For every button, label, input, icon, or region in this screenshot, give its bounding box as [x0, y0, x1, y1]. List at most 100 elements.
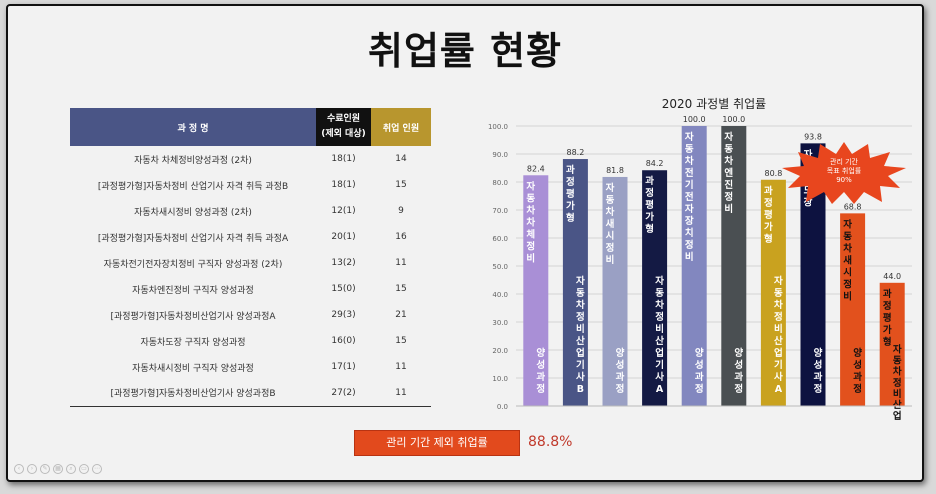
y-tick-label: 40.0 — [492, 291, 508, 299]
grid-icon[interactable]: ▦ — [53, 464, 63, 474]
bar-label-char: 정 — [536, 383, 545, 395]
y-tick-label: 10.0 — [492, 375, 508, 383]
pen-icon[interactable]: ✎ — [40, 464, 50, 474]
completed-cell: 13(2) — [331, 258, 356, 268]
data-label: 100.0 — [683, 115, 706, 124]
course-cell: [과정평가형]자동차정비 산업기사 자격 취득 과정B — [97, 181, 289, 192]
bar-label-char: 업 — [893, 410, 902, 420]
bar-label-char: 성 — [616, 359, 625, 371]
bar-label-char: 동 — [685, 144, 694, 155]
bar-label-char: 양 — [853, 347, 862, 359]
callout-shape — [782, 142, 906, 204]
zoom-icon[interactable]: ⌕ — [66, 464, 76, 474]
bar-label-char: 장 — [685, 215, 694, 227]
bar-label-char: 새 — [606, 218, 615, 230]
bar-label-char: 평 — [883, 312, 892, 324]
completed-cell: 15(0) — [331, 284, 356, 294]
bar-label-char: 장 — [804, 196, 813, 208]
bar-label-char: 과 — [764, 185, 773, 197]
bar-label-char: 새 — [843, 254, 852, 266]
bar-label-char: 형 — [566, 212, 575, 224]
bar-label-char: 동 — [526, 193, 535, 204]
bar-label-char: 가 — [645, 211, 654, 223]
bar-label-char: 비 — [526, 252, 535, 264]
table-row: 자동차도장 구직자 양성과정 16(0) 15 — [70, 328, 431, 354]
bar-label-char: 성 — [853, 359, 862, 371]
bar-label-char: 자 — [655, 275, 664, 287]
subtitle-icon[interactable]: ▭ — [79, 464, 89, 474]
bar-label-char: 정 — [655, 311, 664, 323]
bar-label-char: 비 — [655, 323, 664, 335]
bar-label-char: 자 — [526, 180, 535, 192]
bar-label-char: 비 — [606, 254, 615, 266]
bar-label-char: 업 — [576, 347, 585, 359]
bar — [642, 170, 668, 406]
bar-label-char: 성 — [734, 359, 743, 371]
employed-cell: 15 — [395, 284, 407, 294]
data-label: 93.8 — [804, 132, 822, 141]
bar-label-char: 동 — [655, 288, 664, 299]
bar — [523, 175, 549, 406]
bar-label-char: 차 — [526, 204, 535, 216]
bar-label-char: 가 — [883, 324, 892, 336]
next-slide-icon[interactable]: › — [27, 464, 37, 474]
bar-label-char: 차 — [843, 242, 852, 254]
y-tick-label: 20.0 — [492, 347, 508, 355]
bar-label-char: 과 — [566, 164, 575, 176]
bar-label-char: 자 — [685, 203, 694, 215]
y-tick-label: 0.0 — [497, 403, 508, 411]
bar-label-char: 정 — [764, 197, 773, 209]
bar-label-char: 과 — [814, 371, 823, 383]
bar-label-char: 성 — [536, 359, 545, 371]
data-label: 88.2 — [566, 148, 584, 157]
header-completed-line1: 수료인원 — [326, 114, 361, 124]
bar-label-char: 자 — [606, 182, 615, 194]
prev-slide-icon[interactable]: ‹ — [14, 464, 24, 474]
y-tick-label: 100.0 — [488, 123, 508, 131]
bar-label-char: 산 — [655, 335, 664, 347]
table-row: 자동차새시정비 구직자 양성과정 17(1) 11 — [70, 354, 431, 380]
bar-label-char: 자 — [576, 275, 585, 287]
employed-cell: 11 — [371, 380, 431, 407]
y-tick-label: 70.0 — [492, 207, 508, 215]
bar-label-char: 정 — [893, 377, 902, 389]
bar — [760, 179, 786, 406]
bar-label-char: 정 — [774, 311, 783, 323]
header-completed-line2: (제외 대상) — [321, 129, 366, 139]
table-row: [과정평가형]자동차정비산업기사 양성과정B 27(2) 11 — [70, 380, 431, 407]
bar-label-char: 기 — [576, 359, 585, 371]
table-row: 자동차엔진정비 구직자 양성과정 15(0) 15 — [70, 276, 431, 302]
bar-label-char: 동 — [774, 288, 783, 299]
bar-label-char: 사 — [774, 371, 783, 383]
bar-label-char: 과 — [853, 371, 862, 383]
bar-label-char: 사 — [576, 371, 585, 383]
course-cell: 자동차 차체정비양성과정 (2차) — [134, 155, 252, 166]
bar-label-char: 가 — [566, 200, 575, 212]
bar-label-char: 비 — [843, 290, 852, 302]
bar-label-char: 시 — [843, 267, 852, 278]
bar-label-char: 형 — [645, 223, 654, 235]
bar-label-char: 정 — [843, 278, 852, 290]
bar-label-char: 비 — [774, 323, 783, 335]
bar-label-char: 평 — [566, 188, 575, 200]
bar-label-char: 기 — [774, 359, 783, 371]
bar-label-char: 정 — [616, 383, 625, 395]
bar-label-char: 진 — [724, 179, 733, 191]
bar-label-char: 정 — [814, 383, 823, 395]
bar-label-char: 정 — [566, 176, 575, 188]
bar-label-char: 과 — [695, 371, 704, 383]
bar-label-char: 차 — [724, 155, 733, 167]
callout-line3: 90% — [836, 176, 852, 184]
bar-label-char: 차 — [576, 299, 585, 311]
target-callout-burst — [782, 142, 906, 204]
bar-label-char: 체 — [526, 228, 535, 240]
course-cell: [과정평가형]자동차정비 산업기사 자격 취득 과정A — [97, 233, 289, 244]
bar-label-char: 차 — [526, 216, 535, 228]
table-row: 자동차 차체정비양성과정 (2차) 18(1) 14 — [70, 146, 431, 172]
table-row: 자동차새시정비 양성과정 (2차) 12(1) 9 — [70, 198, 431, 224]
more-icon[interactable]: ⋯ — [92, 464, 102, 474]
bar-label-char: 전 — [685, 191, 694, 203]
table-row: [과정평가형]자동차정비 산업기사 자격 취득 과정A 20(1) 16 — [70, 224, 431, 250]
bar-label-char: 차 — [893, 366, 902, 378]
employed-cell: 11 — [395, 258, 407, 268]
